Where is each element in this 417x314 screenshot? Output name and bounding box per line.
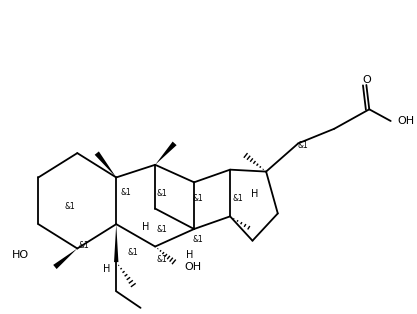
Text: OH: OH	[397, 116, 414, 126]
Text: &1: &1	[298, 141, 309, 150]
Text: &1: &1	[233, 194, 243, 203]
Polygon shape	[95, 151, 116, 177]
Text: &1: &1	[157, 255, 167, 264]
Text: &1: &1	[121, 187, 131, 197]
Text: O: O	[362, 75, 371, 85]
Text: H: H	[103, 264, 110, 274]
Text: OH: OH	[184, 262, 201, 272]
Text: &1: &1	[193, 194, 203, 203]
Text: HO: HO	[12, 250, 29, 260]
Polygon shape	[155, 142, 177, 165]
Text: H: H	[251, 189, 258, 199]
Text: &1: &1	[79, 241, 90, 250]
Text: &1: &1	[193, 235, 203, 244]
Text: &1: &1	[128, 248, 138, 257]
Text: H: H	[142, 222, 149, 232]
Text: &1: &1	[64, 202, 75, 211]
Text: H: H	[186, 250, 193, 260]
Polygon shape	[53, 248, 77, 269]
Polygon shape	[114, 224, 118, 262]
Text: &1: &1	[157, 189, 167, 198]
Text: &1: &1	[157, 225, 167, 235]
